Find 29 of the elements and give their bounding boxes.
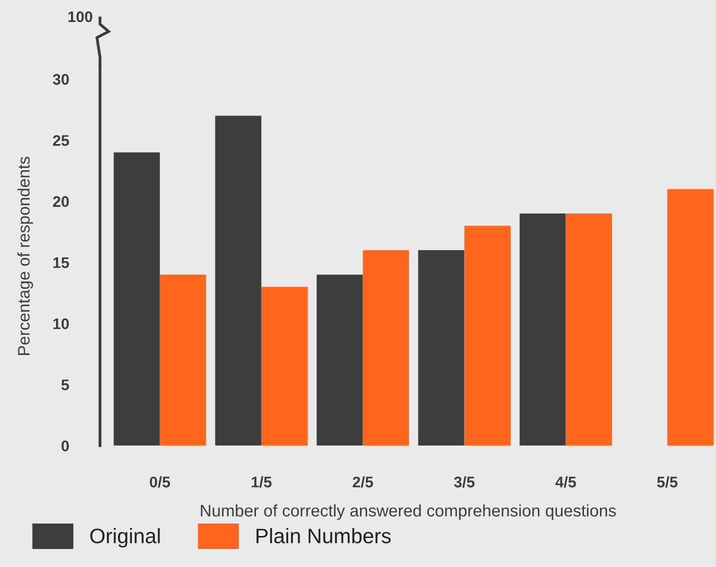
legend-label: Original <box>90 528 160 548</box>
x-tick-label: 4/5 <box>555 476 576 488</box>
bar <box>667 189 714 446</box>
bar <box>520 214 566 446</box>
bar <box>362 250 410 446</box>
y-tick-label: 25 <box>52 135 70 146</box>
bar <box>316 274 363 446</box>
x-tick-label: 2/5 <box>352 476 374 488</box>
bar <box>160 274 206 446</box>
y-tick-label: 15 <box>53 257 70 268</box>
y-tick-label: 5 <box>61 380 70 390</box>
y-tick-label: 10 <box>53 318 69 330</box>
bar <box>215 116 262 446</box>
legend-label: Plain Numbers <box>256 528 391 544</box>
bar <box>418 250 464 446</box>
bar <box>566 214 612 446</box>
y-tick-label: 30 <box>52 74 69 85</box>
y-tick-label: 20 <box>52 196 69 207</box>
x-tick-label: 3/5 <box>454 476 475 488</box>
y-axis-title: Percentage of respondents <box>17 156 34 355</box>
bar <box>261 286 308 446</box>
x-axis-title: Number of correctly answered comprehension questions <box>200 504 616 520</box>
x-tick-label: 5/5 <box>657 476 678 488</box>
bar <box>114 152 160 446</box>
y-tick-label: 0 <box>62 440 69 452</box>
x-tick-label: 1/5 <box>252 476 272 488</box>
bar <box>464 226 510 446</box>
x-tick-label: 0/5 <box>150 476 170 488</box>
text: 100 <box>68 11 92 22</box>
